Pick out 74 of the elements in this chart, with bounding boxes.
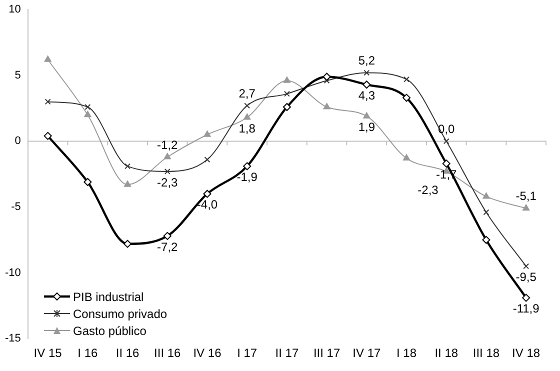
point: [324, 78, 330, 84]
x-tick-label: I 17: [237, 346, 258, 360]
y-tick-label: 10: [8, 4, 21, 16]
data-label: 5,2: [358, 54, 376, 68]
point: [282, 102, 291, 111]
x-tick-label: III 16: [154, 346, 182, 360]
point: [482, 236, 490, 244]
data-label: -1,2: [157, 138, 178, 152]
y-tick-label: -5: [11, 201, 21, 214]
point: [322, 72, 331, 81]
point: [522, 294, 530, 302]
data-label: -1,9: [236, 170, 258, 184]
x-tick-label: IV 18: [512, 346, 540, 360]
point: [402, 94, 411, 102]
x-tick-label: IV 17: [352, 346, 381, 360]
data-label: -2,3: [418, 182, 439, 197]
x-tick-label: II 17: [275, 346, 299, 360]
point: [402, 154, 410, 161]
point: [243, 162, 252, 170]
data-label: 1,9: [358, 120, 376, 134]
point: [44, 98, 51, 105]
point: [84, 104, 91, 110]
point: [442, 160, 450, 168]
data-label: 4,3: [358, 88, 376, 102]
point: [523, 263, 530, 270]
data-label: -11,9: [512, 302, 540, 316]
data-label: -9,5: [516, 270, 537, 284]
data-label: 1,8: [238, 121, 256, 136]
y-tick-label: -15: [4, 332, 21, 345]
point: [84, 178, 92, 186]
point: [124, 163, 131, 170]
x-tick-label: III 18: [472, 346, 500, 360]
y-tick-label: 5: [14, 69, 21, 82]
point: [84, 110, 92, 118]
point: [404, 76, 410, 82]
data-label: -4,0: [196, 198, 218, 212]
point: [204, 156, 210, 163]
x-tick-label: II 18: [434, 346, 458, 360]
point: [163, 232, 172, 240]
point: [203, 190, 212, 198]
point: [244, 114, 251, 120]
point: [323, 102, 330, 110]
point: [244, 102, 250, 109]
point: [204, 130, 211, 137]
x-tick-label: I 18: [396, 346, 417, 360]
point: [44, 132, 52, 140]
x-tick-label: II 16: [116, 346, 140, 360]
point: [443, 138, 450, 144]
point: [283, 76, 290, 83]
point: [44, 56, 52, 62]
point: [362, 80, 371, 89]
x-tick-label: I 16: [78, 346, 98, 360]
point: [522, 204, 530, 211]
point: [124, 180, 132, 187]
data-label: 2,7: [238, 86, 256, 100]
legend-label: Gasto público: [73, 324, 146, 338]
data-label: -2,3: [157, 175, 178, 190]
y-tick-label: -10: [4, 266, 21, 279]
x-tick-label: III 17: [313, 346, 340, 360]
data-label: -7,2: [157, 240, 178, 254]
point: [164, 168, 170, 174]
y-tick-label: 0: [14, 135, 21, 148]
point: [124, 240, 132, 248]
point: [482, 192, 490, 199]
x-tick-label: IV 15: [34, 346, 62, 360]
legend-label: Consumo privado: [73, 306, 168, 320]
legend-label: PIB industrial: [73, 290, 144, 304]
x-tick-label: IV 16: [193, 346, 222, 360]
point: [364, 70, 370, 76]
point: [363, 112, 370, 118]
point: [284, 90, 290, 97]
point: [483, 209, 490, 216]
data-label: -5,1: [516, 189, 537, 204]
point: [164, 152, 171, 160]
